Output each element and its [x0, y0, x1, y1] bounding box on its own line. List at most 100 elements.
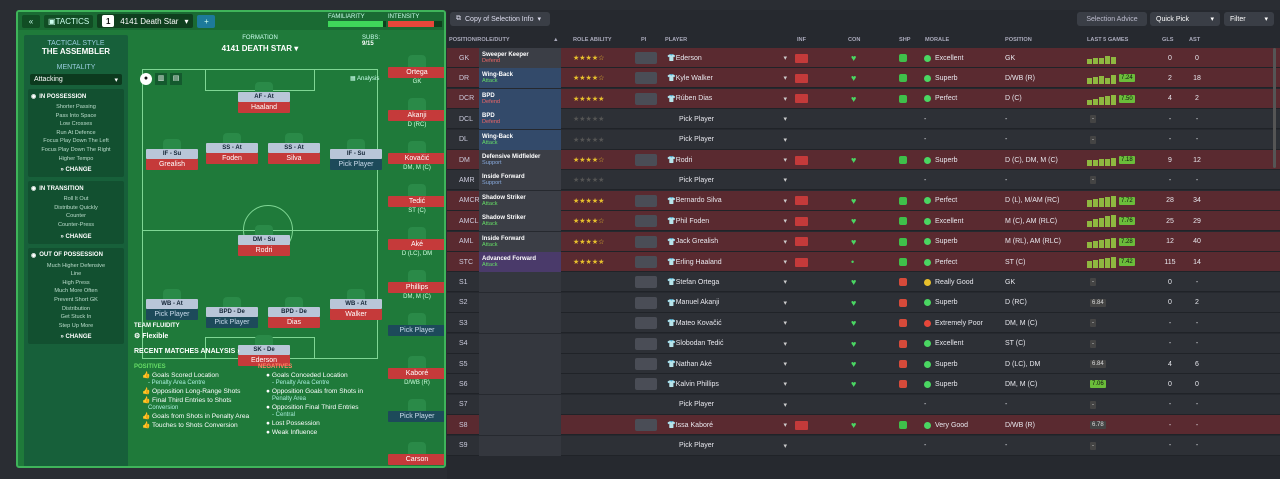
player-select[interactable]: 👕 Stefan Ortega ▾: [667, 272, 787, 292]
header-inf[interactable]: INF: [797, 37, 807, 43]
header-ast[interactable]: AST: [1189, 37, 1201, 43]
table-row[interactable]: STC Advanced Forward Attack ★★★★★ 👕 Erling H…: [447, 252, 1280, 272]
table-row[interactable]: S6 👕 Kalvin Phillips ▾ ♥ Superb DM, M (C) 7.06…: [447, 374, 1280, 395]
in-possession-change-button[interactable]: » CHANGE: [60, 167, 92, 174]
sub-name[interactable]: Aké: [388, 239, 444, 250]
table-row[interactable]: S4 👕 Slobodan Tedić ▾ ♥ Excellent ST (C) - - -: [447, 333, 1280, 354]
sub-slot[interactable]: Pick Player: [388, 313, 444, 347]
familiarity-bar[interactable]: [328, 21, 386, 27]
add-tactic-button[interactable]: +: [197, 14, 216, 28]
header-pi[interactable]: PI: [641, 37, 647, 43]
pi-button[interactable]: [635, 68, 659, 88]
table-row[interactable]: DR Wing-Back Attack ★★★★☆ 👕 Kyle Walker ▾ ♥ Sup…: [447, 68, 1280, 89]
analysis-item[interactable]: 👍 Goals from Shots in Penalty Area: [142, 413, 254, 421]
table-row[interactable]: AML Inside Forward Attack ★★★★☆ 👕 Jack Greal…: [447, 231, 1280, 252]
sub-name[interactable]: Pick Player: [388, 411, 444, 422]
player-name[interactable]: Grealish: [146, 159, 198, 170]
row-role-select[interactable]: Advanced Forward Attack: [479, 252, 561, 272]
table-row[interactable]: S8 👕 Issa Kaboré ▾ ♥ Very Good D/WB (R) 6.78 - -: [447, 415, 1280, 436]
sub-slot[interactable]: Carson: [388, 442, 444, 466]
player-name[interactable]: Pick Player: [330, 159, 382, 170]
pi-button[interactable]: [635, 252, 659, 272]
pitch-player[interactable]: IF - Su Grealish: [146, 139, 198, 173]
pi-button[interactable]: [635, 232, 659, 252]
pitch-player[interactable]: SS - At Foden: [206, 133, 258, 167]
header-role-ability[interactable]: ROLE ABILITY: [573, 37, 612, 43]
player-select[interactable]: Pick Player ▾: [667, 170, 787, 190]
sub-name[interactable]: Ortega: [388, 67, 444, 78]
table-row[interactable]: GK Sweeper Keeper Defend ★★★★☆ 👕 Ederson ▾ ♥ Ex…: [447, 48, 1280, 68]
analysis-item[interactable]: 👍 Opposition Long-Range Shots: [142, 388, 254, 396]
table-row[interactable]: S3 👕 Mateo Kovačić ▾ ♥ Extremely Poor DM, M (…: [447, 313, 1280, 334]
analysis-item[interactable]: ● Goals Conceded Location: [266, 372, 378, 380]
table-row[interactable]: AMR Inside Forward Support ★★★★★ Pick Player…: [447, 170, 1280, 191]
analysis-item[interactable]: ● Weak Influence: [266, 429, 378, 437]
player-name[interactable]: Walker: [330, 309, 382, 320]
sub-name[interactable]: Tedić: [388, 196, 444, 207]
analysis-item[interactable]: 👍 Goals Scored Location: [142, 372, 254, 380]
player-role[interactable]: BPD - De: [268, 307, 320, 317]
table-row[interactable]: DL Wing-Back Attack ★★★★★ Pick Player ▾ - - - - -: [447, 129, 1280, 150]
sub-name[interactable]: Akanji: [388, 110, 444, 121]
player-role[interactable]: SK - De: [238, 345, 290, 355]
player-name[interactable]: Rodri: [238, 245, 290, 256]
sub-slot[interactable]: Aké D (LC), DM: [388, 227, 444, 261]
header-con[interactable]: CON: [848, 37, 861, 43]
pi-button[interactable]: [635, 191, 659, 211]
table-row[interactable]: AMCR Shadow Striker Attack ★★★★★ 👕 Bernardo …: [447, 190, 1280, 211]
header-last-5-games[interactable]: LAST 5 GAMES: [1087, 37, 1129, 43]
pi-button[interactable]: [635, 150, 659, 170]
tactical-style-value[interactable]: THE ASSEMBLER: [41, 47, 111, 56]
table-row[interactable]: S1 👕 Stefan Ortega ▾ ♥ Really Good GK - 0 -: [447, 272, 1280, 293]
sub-name[interactable]: Phillips: [388, 282, 444, 293]
analysis-item[interactable]: 👍 Final Third Entries to Shots: [142, 397, 254, 405]
table-row[interactable]: S7 Pick Player ▾ - - - - -: [447, 394, 1280, 415]
header-morale[interactable]: MORALE: [925, 37, 950, 43]
player-select[interactable]: Pick Player ▾: [667, 436, 787, 456]
player-name[interactable]: Pick Player: [206, 317, 258, 328]
player-role[interactable]: IF - Su: [146, 149, 198, 159]
pitch-player[interactable]: SS - At Silva: [268, 133, 320, 167]
pitch-player[interactable]: WB - At Walker: [330, 289, 382, 323]
player-select[interactable]: 👕 Ederson ▾: [667, 48, 787, 68]
table-row[interactable]: S9 Pick Player ▾ - - - - -: [447, 435, 1280, 456]
pi-button[interactable]: [635, 415, 659, 435]
row-role-select[interactable]: Shadow Striker Attack: [479, 211, 561, 232]
sub-slot[interactable]: Ortega GK: [388, 55, 444, 89]
out-of-possession-change-button[interactable]: » CHANGE: [60, 334, 92, 341]
player-select[interactable]: 👕 Rúben Dias ▾: [667, 89, 787, 109]
pi-button[interactable]: [635, 313, 659, 333]
header-position-role-duty[interactable]: POSITION/ROLE/DUTY: [449, 37, 510, 43]
player-name[interactable]: Pick Player: [146, 309, 198, 320]
intensity-bar[interactable]: [388, 21, 442, 27]
pi-button[interactable]: [635, 211, 659, 231]
table-row[interactable]: AMCL Shadow Striker Attack ★★★★☆ 👕 Phil Fode…: [447, 211, 1280, 232]
pitch-player[interactable]: AF - At Haaland: [238, 82, 290, 116]
player-select[interactable]: 👕 Issa Kaboré ▾: [667, 415, 787, 435]
analysis-item[interactable]: ● Opposition Goals from Shots in: [266, 388, 378, 396]
tactic-select[interactable]: 1 4141 Death Star ▾: [97, 14, 194, 28]
in-possession-box[interactable]: ◉ IN POSSESSION Shorter Passing Pass Into …: [28, 89, 124, 178]
player-name[interactable]: Foden: [206, 153, 258, 164]
pi-button[interactable]: [635, 272, 659, 292]
recent-matches-link[interactable]: RECENT MATCHES ANALYSIS ›: [134, 348, 240, 355]
header-player[interactable]: PLAYER: [665, 37, 688, 43]
header-shp[interactable]: SHP: [899, 37, 911, 43]
pitch-player[interactable]: BPD - De Pick Player: [206, 297, 258, 331]
sub-name[interactable]: Carson: [388, 454, 444, 465]
out-of-possession-box[interactable]: ◉ OUT OF POSSESSION Much Higher Defensive…: [28, 247, 124, 345]
in-transition-box[interactable]: ◉ IN TRANSITION Roll It Out Distribute Qui…: [28, 181, 124, 244]
player-role[interactable]: SS - At: [268, 143, 320, 153]
player-role[interactable]: WB - At: [330, 299, 382, 309]
list-view-icon[interactable]: ▤: [170, 73, 182, 85]
header-gls[interactable]: GLS: [1162, 37, 1174, 43]
copy-selection-select[interactable]: ⧉ Copy of Selection Info ▾: [450, 12, 550, 26]
player-select[interactable]: 👕 Slobodan Tedić ▾: [667, 334, 787, 354]
player-role[interactable]: DM - Su: [238, 235, 290, 245]
sub-name[interactable]: Pick Player: [388, 325, 444, 336]
analysis-item[interactable]: ● Opposition Final Third Entries: [266, 404, 378, 412]
player-select[interactable]: Pick Player ▾: [667, 109, 787, 129]
pitch-player[interactable]: DM - Su Rodri: [238, 225, 290, 259]
sub-slot[interactable]: Kaboré D/WB (R): [388, 356, 444, 390]
player-select[interactable]: 👕 Phil Foden ▾: [667, 211, 787, 231]
